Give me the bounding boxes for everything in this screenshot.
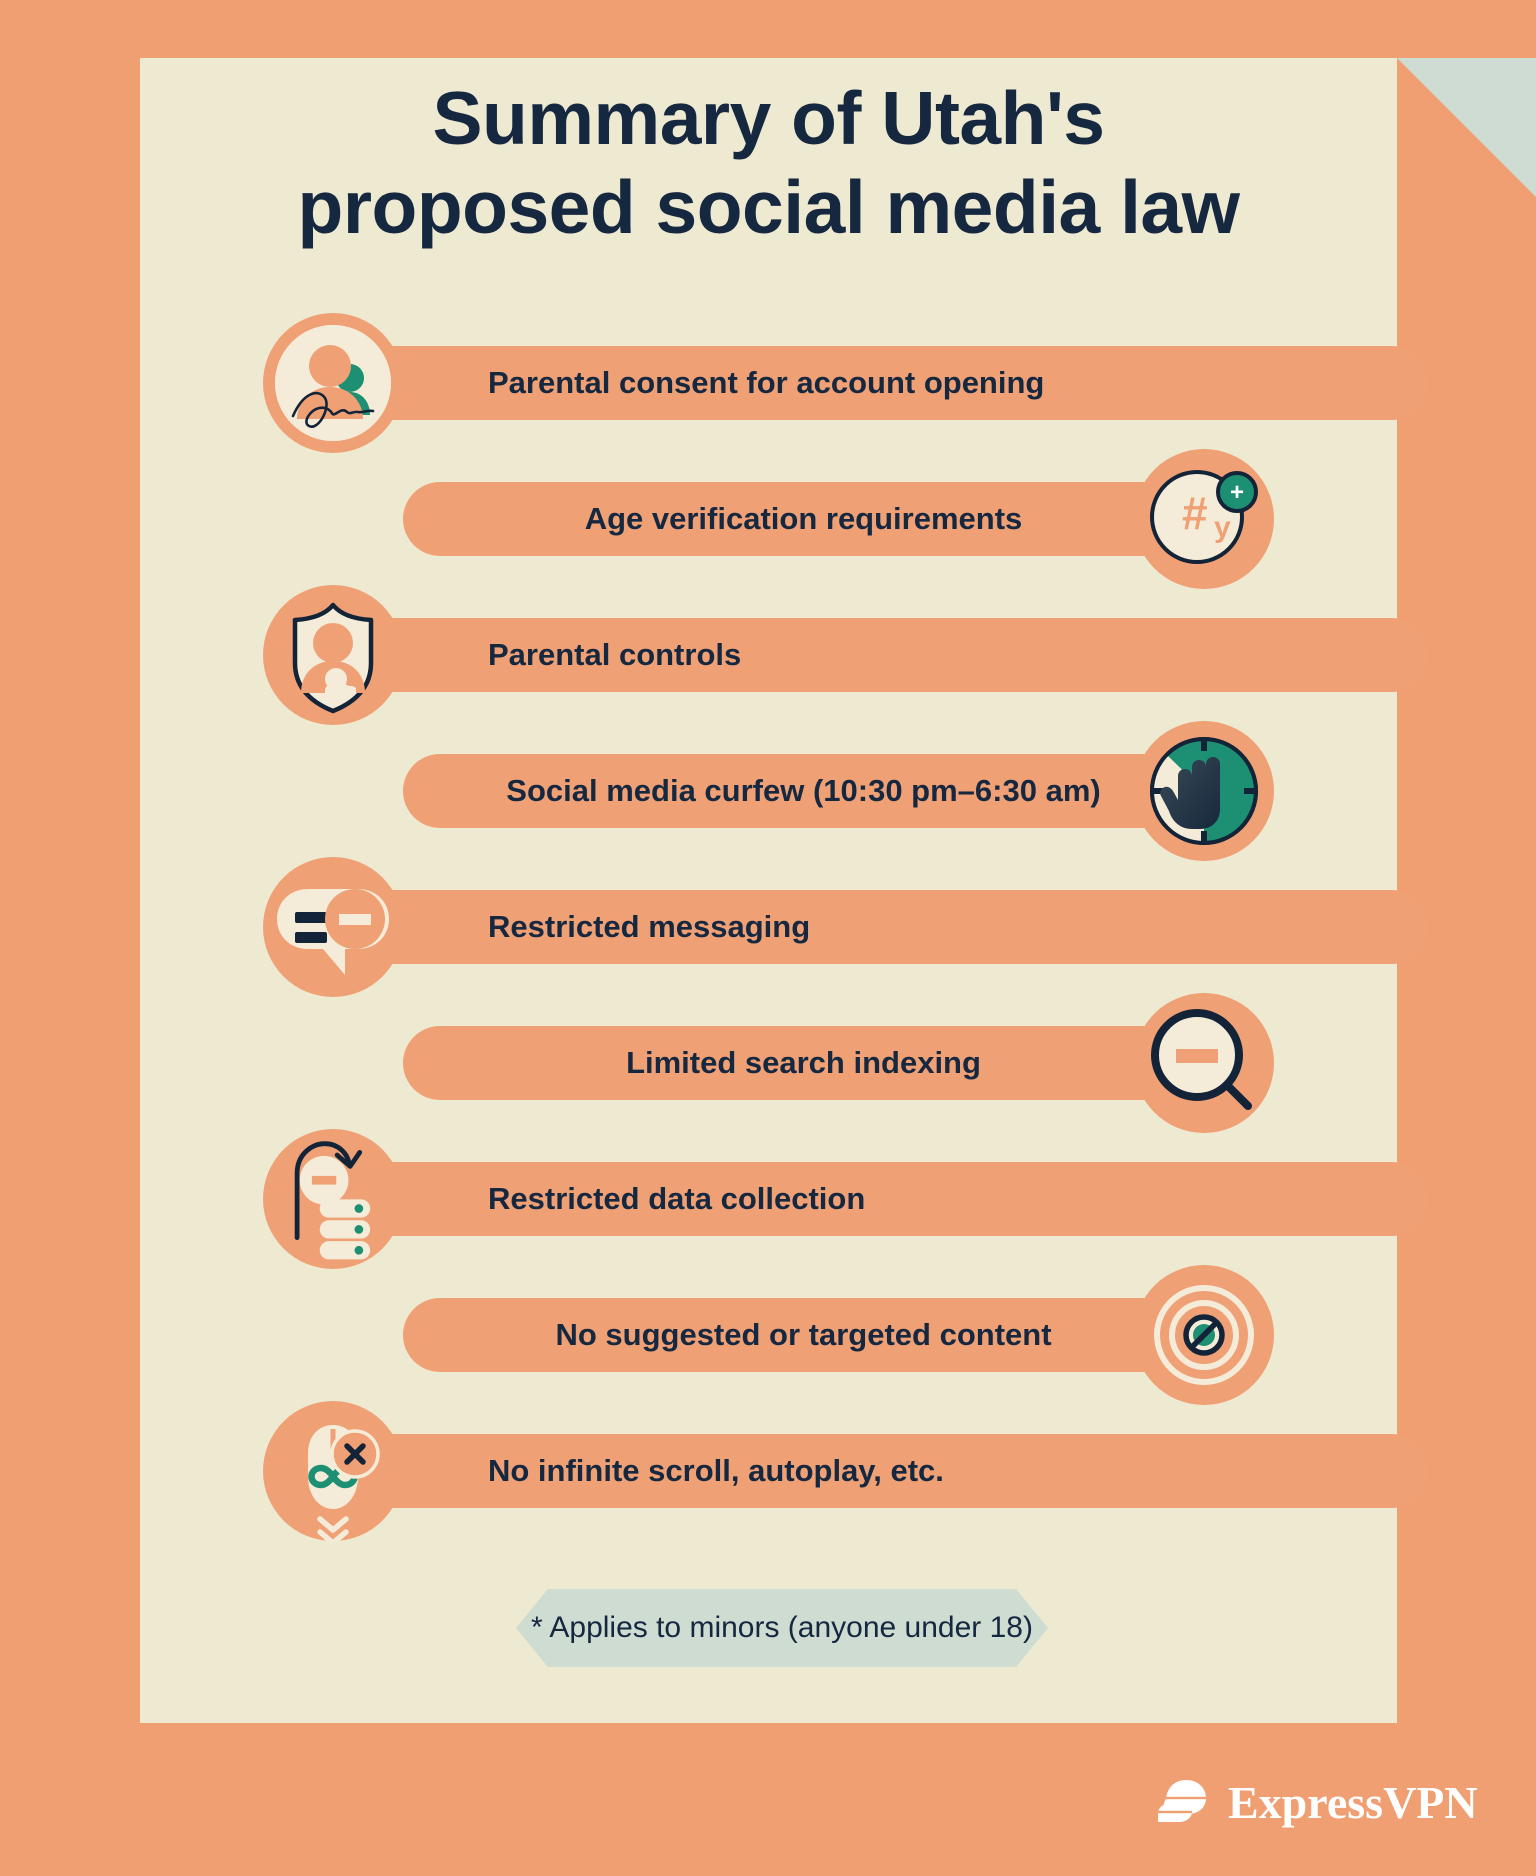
svg-text:y: y (1214, 511, 1231, 544)
svg-text:+: + (1230, 479, 1244, 506)
svg-text:#: # (1182, 487, 1208, 539)
